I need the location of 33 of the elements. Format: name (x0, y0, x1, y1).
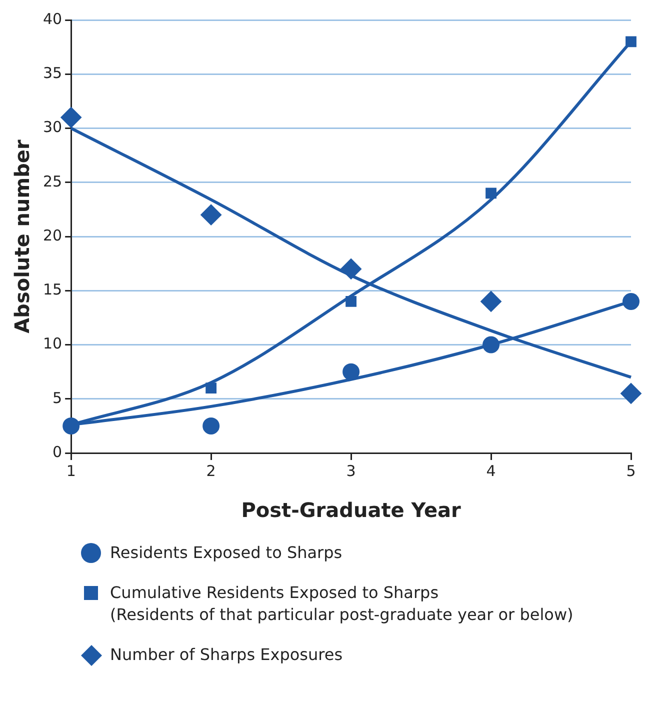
point (202, 417, 220, 434)
point (206, 382, 217, 394)
point (342, 363, 360, 380)
y-tick-label: 5 (52, 388, 62, 407)
y-tick-label: 40 (42, 10, 62, 28)
x-tick-label: 3 (346, 462, 356, 480)
point (480, 290, 502, 312)
point (340, 258, 362, 280)
y-axis-title: Absolute number (10, 140, 34, 334)
x-axis-title: Post-Graduate Year (241, 498, 461, 522)
legend-label: Number of Sharps Exposures (110, 644, 343, 666)
y-tick-label: 15 (42, 280, 62, 299)
y-tick-label: 20 (42, 226, 62, 244)
point (486, 188, 496, 199)
legend-label: Residents Exposed to Sharps (110, 542, 342, 564)
point (346, 296, 356, 307)
y-tick-label: 10 (42, 334, 62, 353)
point (626, 36, 636, 48)
legend-label: Cumulative Residents Exposed to Sharps (Residents of that particular post-graduate year or below) (110, 582, 574, 626)
x-tick-label: 2 (206, 462, 216, 480)
point (62, 417, 80, 434)
y-tick-label: 0 (52, 442, 62, 461)
y-tick-label: 25 (42, 172, 62, 190)
x-tick-label: 1 (66, 462, 76, 480)
y-tick-label: 30 (42, 118, 62, 136)
x-tick-label: 4 (486, 462, 496, 480)
point (60, 106, 82, 128)
point (622, 292, 640, 310)
point (482, 336, 500, 354)
y-tick-label: 35 (42, 64, 62, 82)
point (200, 204, 222, 226)
x-tick-label: 5 (626, 462, 636, 480)
point (620, 382, 642, 404)
